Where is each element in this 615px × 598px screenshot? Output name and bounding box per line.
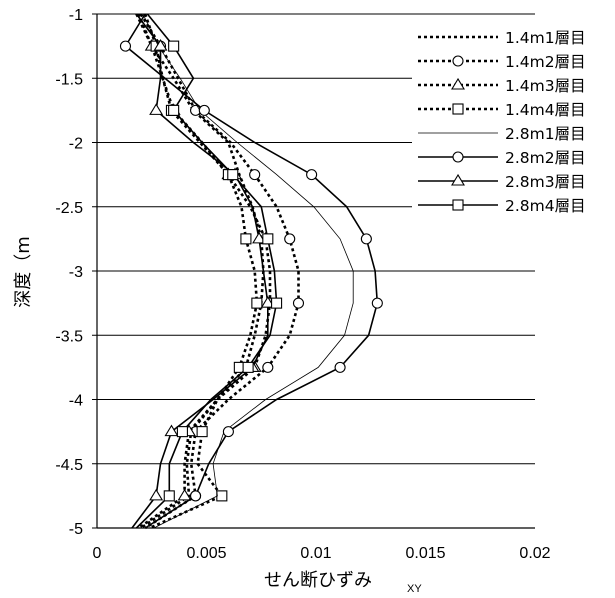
legend-item-2: 1.4m2層目 — [418, 53, 586, 71]
legend-item-8: 2.8m4層目 — [418, 197, 586, 215]
series-line — [135, 13, 265, 530]
data-point-circle — [360, 233, 372, 245]
series-1 — [135, 13, 265, 530]
y-tick-label: -4 — [69, 393, 83, 410]
data-point-square — [163, 490, 175, 502]
y-tick-label: -1.5 — [55, 71, 83, 88]
data-point-square — [168, 104, 180, 116]
data-point-square — [168, 40, 180, 52]
x-axis-title-subscript: XY — [407, 583, 422, 595]
series-6 — [119, 13, 383, 529]
data-series — [119, 13, 383, 530]
legend-label: 2.8m3層目 — [505, 173, 586, 191]
data-point-triangle — [177, 488, 192, 501]
series-line — [137, 13, 272, 530]
series-7 — [131, 13, 275, 529]
legend-marker-triangle — [451, 77, 465, 90]
data-point-circle — [371, 297, 383, 309]
legend-marker-triangle — [451, 173, 465, 186]
data-point-circle — [190, 490, 202, 502]
data-point-triangle — [149, 488, 164, 501]
legend-marker-circle — [452, 151, 464, 163]
series-8 — [135, 13, 283, 529]
legend-background — [412, 24, 612, 230]
x-axis-title: せん断ひずみ — [264, 570, 372, 591]
series-line — [143, 13, 259, 530]
data-point-square — [271, 297, 283, 309]
legend-label: 2.8m2層目 — [505, 149, 586, 167]
data-point-circle — [262, 361, 274, 373]
data-point-triangle — [153, 39, 168, 51]
legend-item-4: 1.4m4層目 — [418, 101, 586, 119]
y-axis-title: 深度（m — [13, 236, 34, 308]
data-point-circle — [119, 40, 132, 52]
legend-marker-circle — [452, 55, 464, 67]
series-5 — [142, 13, 354, 529]
series-line — [135, 13, 278, 529]
data-point-triangle — [164, 424, 179, 437]
legend-item-6: 2.8m2層目 — [418, 149, 586, 167]
data-point-square — [262, 233, 274, 245]
data-point-circle — [249, 169, 261, 181]
series-line — [142, 13, 354, 529]
data-point-circle — [306, 169, 318, 181]
data-point-circle — [222, 426, 234, 438]
legend-label: 1.4m2層目 — [505, 53, 586, 71]
x-tick-label: 0.015 — [405, 545, 445, 562]
y-tick-label: -2 — [69, 136, 83, 153]
legend-label: 1.4m3層目 — [505, 77, 586, 95]
legend-marker-square — [452, 199, 464, 211]
data-point-square — [251, 297, 263, 309]
data-point-circle — [198, 104, 210, 116]
data-point-square — [216, 490, 228, 502]
x-tick-label: 0.005 — [186, 545, 226, 562]
x-tick-label: 0.01 — [300, 545, 331, 562]
data-point-triangle — [260, 296, 275, 308]
data-point-square — [176, 426, 188, 438]
y-tick-label: -2.5 — [55, 200, 83, 217]
legend-label: 2.8m4層目 — [505, 197, 586, 215]
y-tick-label: -1 — [69, 7, 83, 24]
legend-marker-square — [452, 103, 464, 115]
y-tick-label: -5 — [69, 521, 83, 538]
data-point-circle — [284, 233, 296, 245]
series-line — [131, 13, 269, 529]
legend-item-5: 2.8m1層目 — [418, 125, 586, 143]
data-point-square — [240, 233, 252, 245]
axes — [92, 13, 535, 529]
data-point-square — [242, 361, 254, 373]
y-tick-labels: -1 -1.5 -2 -2.5 -3 -3.5 -4 -4.5 -5 — [55, 7, 83, 538]
data-point-square — [227, 169, 239, 181]
x-tick-label: 0 — [93, 545, 102, 562]
x-tick-label: 0.02 — [519, 545, 550, 562]
series-line — [124, 13, 379, 529]
data-point-triangle — [252, 231, 267, 244]
y-tick-label: -3.5 — [55, 328, 83, 345]
legend: 1.4m1層目 1.4m2層目 1.4m3層目 1.4m4層目 2.8m1層目 2.8m2… — [412, 24, 612, 230]
legend-label: 1.4m1層目 — [505, 29, 586, 47]
legend-item-7: 2.8m3層目 — [418, 173, 586, 191]
data-point-circle — [334, 361, 346, 373]
data-point-circle — [292, 297, 305, 309]
y-tick-label: -4.5 — [55, 457, 83, 474]
data-point-triangle — [149, 103, 164, 115]
x-tick-labels: 0 0.005 0.01 0.015 0.02 — [93, 545, 551, 562]
series-line — [139, 13, 300, 530]
y-tick-label: -3 — [69, 264, 83, 281]
data-point-square — [196, 426, 208, 438]
legend-label: 2.8m1層目 — [505, 125, 586, 143]
legend-item-1: 1.4m1層目 — [418, 29, 586, 47]
legend-item-3: 1.4m3層目 — [418, 77, 586, 95]
legend-label: 1.4m4層目 — [505, 101, 586, 119]
